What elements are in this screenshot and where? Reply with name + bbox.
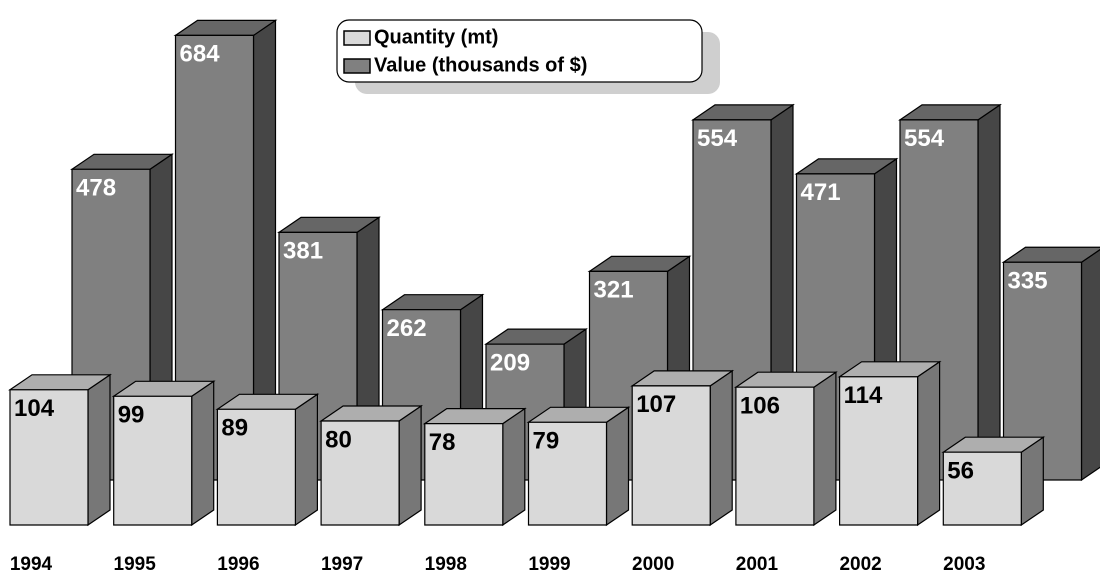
legend-swatch <box>343 30 371 46</box>
legend-swatch <box>343 58 371 74</box>
bar-face <box>1001 246 1100 263</box>
x-tick-label: 1996 <box>217 554 259 575</box>
x-tick-label: 1994 <box>10 554 53 575</box>
data-label: 99 <box>118 402 145 429</box>
bar-face <box>113 395 193 526</box>
data-label: 554 <box>697 125 738 152</box>
x-tick-label: 2002 <box>839 554 881 575</box>
legend-label: Value (thousands of $) <box>374 54 587 76</box>
bar-face <box>320 420 400 526</box>
bar-face <box>398 404 422 527</box>
bar-face <box>839 376 919 526</box>
data-label: 262 <box>387 315 427 342</box>
x-tick-label: 2003 <box>943 554 985 575</box>
bar <box>1001 246 1100 482</box>
data-label: 80 <box>325 426 352 453</box>
x-tick-label: 1998 <box>425 554 467 575</box>
data-label: 104 <box>14 395 55 422</box>
bar-face <box>605 406 630 527</box>
data-label: 381 <box>283 238 323 265</box>
bar-face <box>294 393 318 527</box>
bar-face <box>942 451 1022 526</box>
bar-face <box>191 380 215 527</box>
x-tick-label: 1997 <box>321 554 363 575</box>
x-tick-label: 2000 <box>632 554 674 575</box>
data-label: 471 <box>801 179 841 206</box>
x-tick-label: 1995 <box>114 554 157 575</box>
data-label: 56 <box>947 458 974 485</box>
data-label: 89 <box>221 415 248 442</box>
bar-face <box>1080 248 1100 482</box>
bar <box>173 19 278 482</box>
data-label: 114 <box>844 382 883 409</box>
bar <box>422 407 527 527</box>
bar <box>941 436 1046 527</box>
bar <box>8 373 112 527</box>
data-label: 107 <box>636 391 676 418</box>
bar-face <box>527 421 608 526</box>
bar-face <box>709 369 733 527</box>
bar-face <box>9 389 89 526</box>
bar-face <box>1002 261 1083 481</box>
data-label: 335 <box>1008 268 1048 295</box>
bar-face <box>502 407 526 527</box>
data-label: 684 <box>180 41 221 68</box>
bar <box>111 380 216 527</box>
legend <box>336 19 703 83</box>
bar-face <box>424 423 504 526</box>
data-label: 554 <box>904 125 945 152</box>
data-label: 106 <box>740 393 780 420</box>
data-label: 209 <box>490 349 530 376</box>
bar-face <box>216 408 296 526</box>
data-label: 78 <box>429 429 456 456</box>
x-tick-label: 1999 <box>528 554 570 575</box>
bar-face <box>735 386 815 526</box>
legend-label: Quantity (mt) <box>374 26 498 48</box>
bar-face <box>813 371 837 527</box>
bar-face <box>87 373 111 527</box>
bar <box>733 371 838 527</box>
bar-face <box>977 103 1001 482</box>
bar-face <box>631 385 711 526</box>
data-label: 478 <box>76 175 116 202</box>
x-tick-label: 2001 <box>736 554 779 575</box>
bar <box>319 404 424 527</box>
bar <box>630 369 735 527</box>
data-label: 79 <box>533 428 560 455</box>
bar <box>215 393 320 527</box>
bar-face <box>917 360 941 527</box>
data-label: 321 <box>594 277 634 304</box>
bar <box>837 360 942 527</box>
bar <box>526 406 631 527</box>
